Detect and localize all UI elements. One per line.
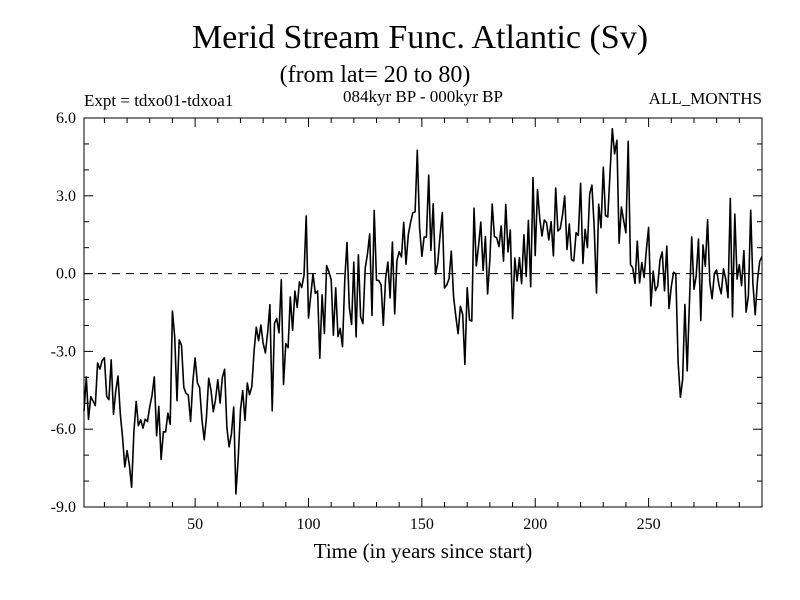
- plot-frame: [83, 117, 763, 508]
- data-series-line: [83, 127, 763, 495]
- x-axis-label: Time (in years since start): [314, 539, 533, 563]
- x-tick-label: 250: [637, 516, 661, 533]
- experiment-label: Expt = tdxo01-tdxoa1: [84, 91, 233, 110]
- y-tick-label: 0.0: [56, 266, 76, 283]
- y-tick-label: -6.0: [51, 421, 76, 438]
- chart-title: Merid Stream Func. Atlantic (Sv): [192, 19, 648, 56]
- x-tick-label: 50: [187, 516, 203, 533]
- y-tick-label: -3.0: [51, 343, 76, 360]
- y-tick-label: 3.0: [56, 188, 76, 205]
- y-tick-label: 6.0: [56, 110, 76, 127]
- x-tick-label: 150: [410, 516, 434, 533]
- period-label: 084kyr BP - 000kyr BP: [343, 87, 503, 106]
- y-tick-label: -9.0: [51, 499, 76, 516]
- months-label: ALL_MONTHS: [649, 89, 762, 108]
- x-tick-label: 200: [523, 516, 547, 533]
- chart-subtitle: (from lat= 20 to 80): [280, 62, 471, 88]
- axis-tick-labels: 50 100 150 200 250 -9.0 -6.0 -3.0 0.0 3.0 6.0: [51, 110, 661, 533]
- axis-ticks: [84, 117, 763, 508]
- x-tick-label: 100: [296, 516, 320, 533]
